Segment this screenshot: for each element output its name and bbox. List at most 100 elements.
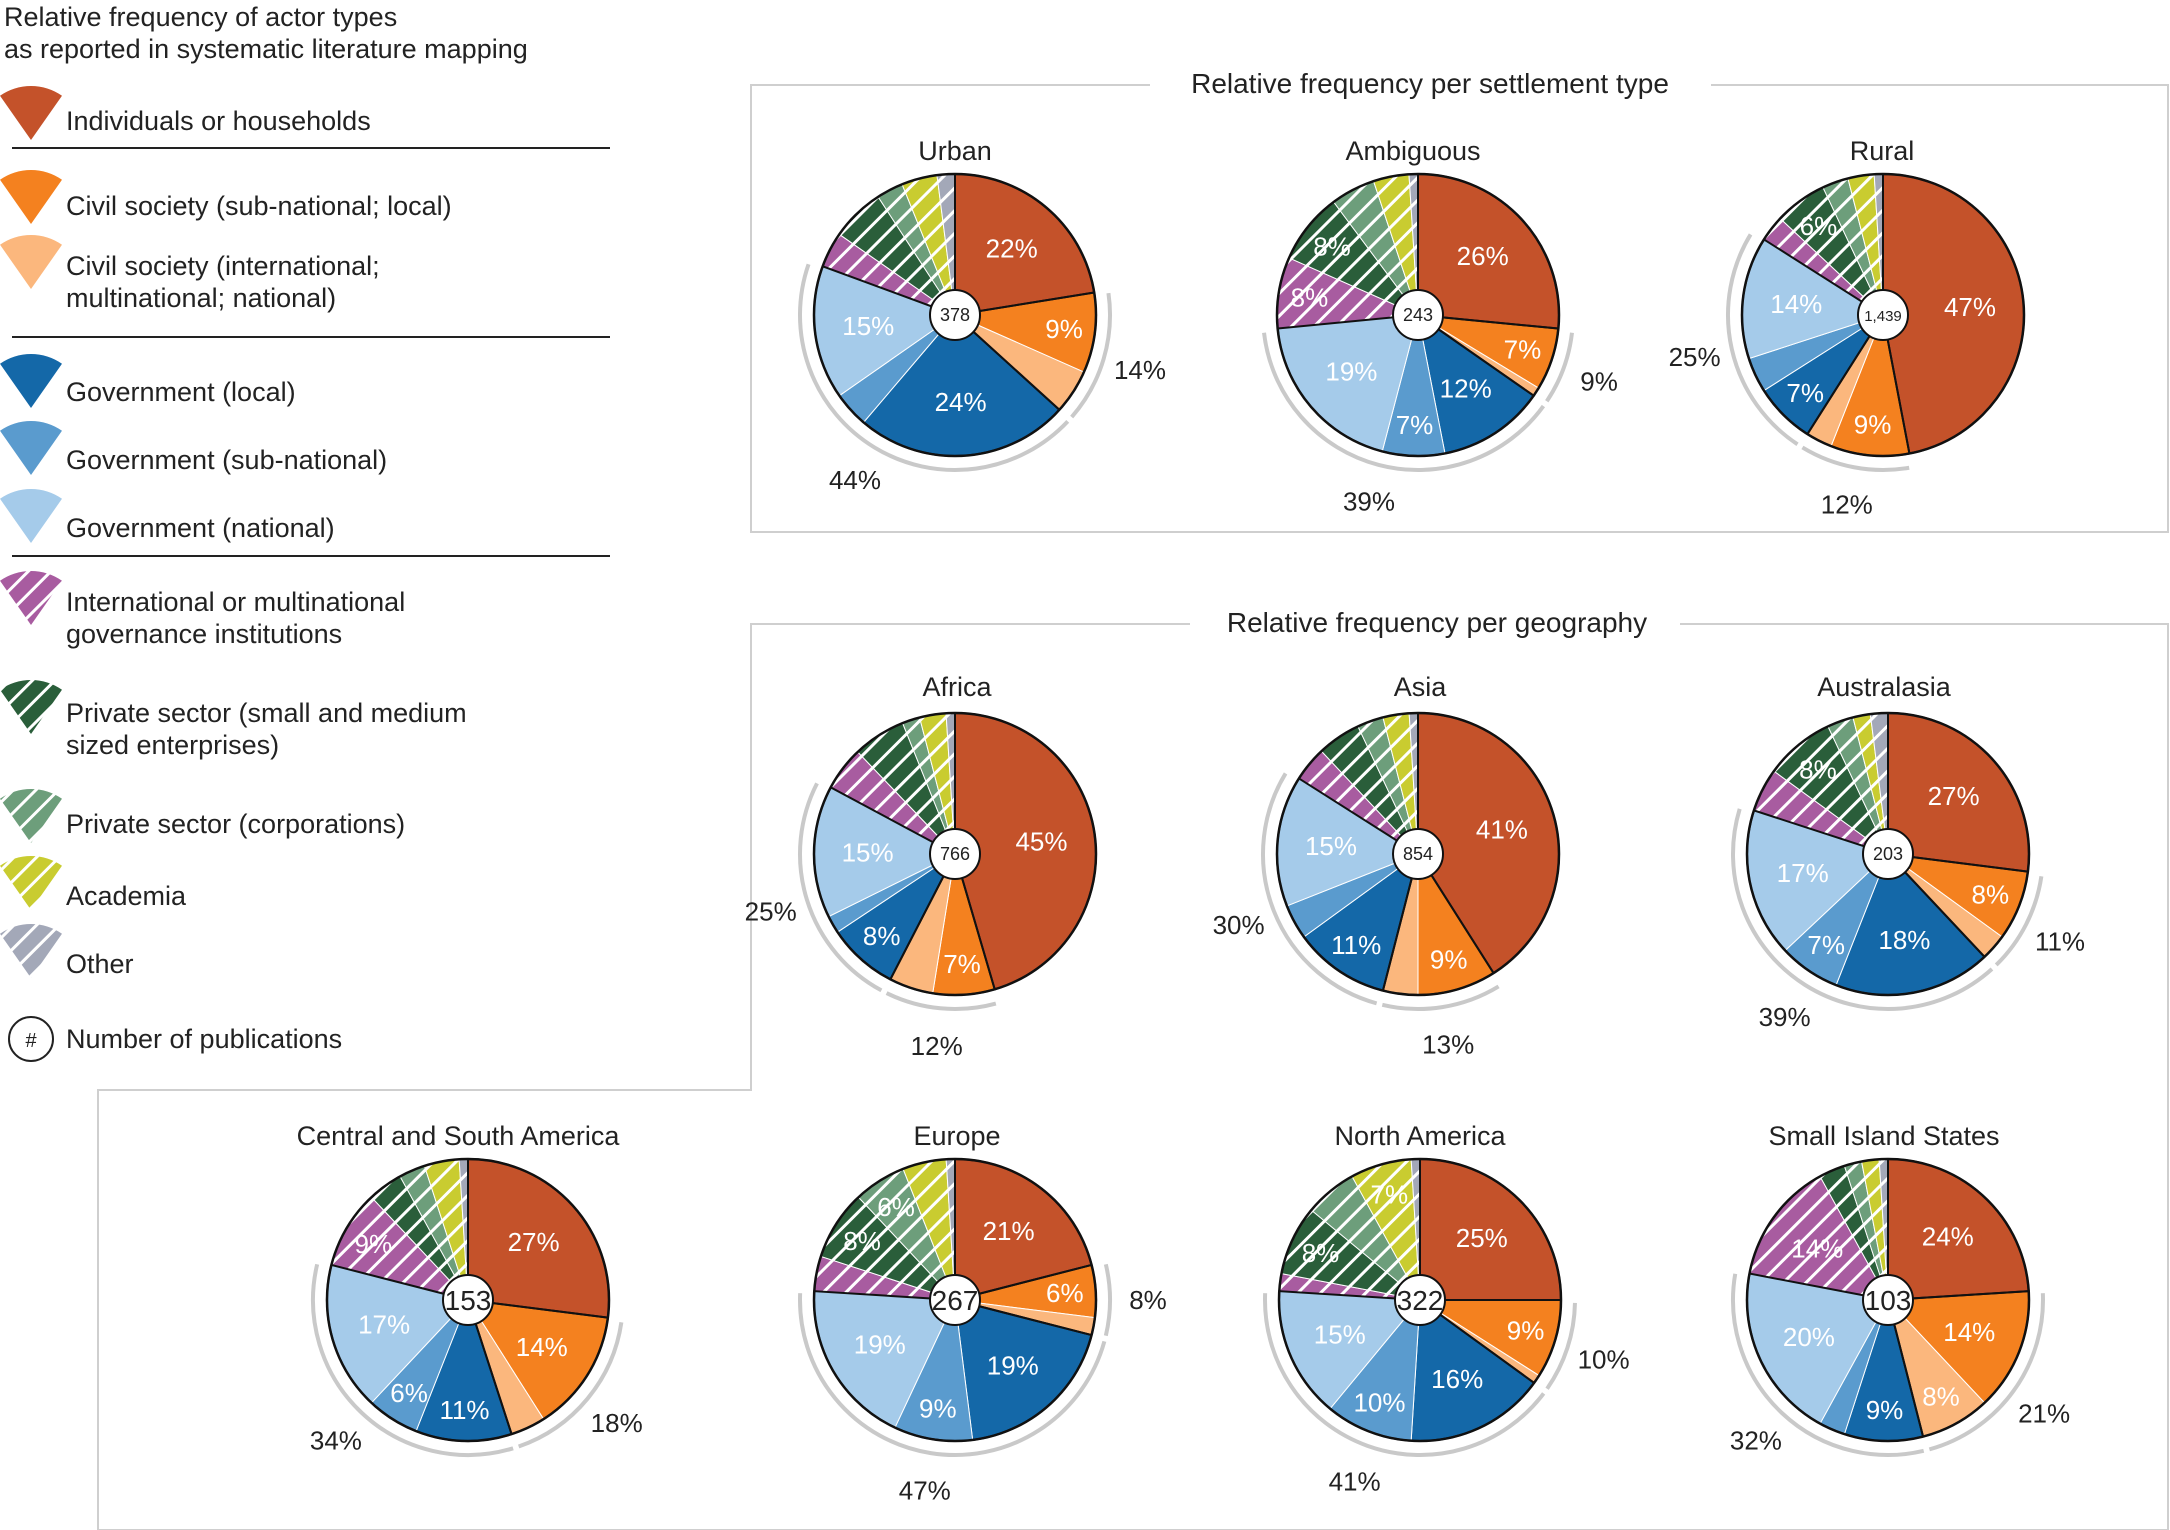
pie-title: Rural [1850,136,1915,166]
government-bracket-label: 32% [1730,1426,1782,1456]
legend-label-corp: Private sector (corporations) [66,809,405,839]
pie-slice-label-intl: 9% [355,1229,393,1259]
pie-group-outline [813,786,957,981]
civil-society-bracket-label: 9% [1580,367,1618,397]
pie-group-outline [1746,1272,1925,1442]
civil-society-bracket [1994,876,2044,967]
pie-title: Asia [1394,672,1448,702]
civil-society-bracket-label: 14% [1114,355,1166,385]
pie-group-outline [1882,172,2025,455]
government-bracket [798,1293,1107,1457]
government-bracket-label: 25% [1669,342,1721,372]
pie-group-outline [1887,711,2030,873]
pie-title: Ambiguous [1345,136,1480,166]
legend-label-acad: Academia [66,881,187,911]
pie-title: Europe [913,1121,1000,1151]
pie-slice-label-gl: 7% [1786,378,1824,408]
government-bracket [797,263,1070,472]
legend-label-csi: Civil society (international; [66,251,380,281]
pie-slice-label-ind: 25% [1456,1223,1508,1253]
government-bracket-label: 30% [1213,910,1265,940]
pie-group-outline [1746,809,1986,996]
government-bracket-label: 44% [829,465,881,495]
government-bracket [1726,233,1799,446]
legend-label-intl: governance institutions [66,619,342,649]
pie-north-america: North America 10% 41% 25% 9% 16% 10% 15% 8% 7% 322 [1263,1121,1630,1497]
pie-title: Small Island States [1768,1121,1999,1151]
publication-count-circle [1392,289,1444,341]
pie-slice-label-gs: 7% [1396,410,1434,440]
legend-label-other: Other [66,949,134,979]
pie-group-outline [1276,313,1536,457]
pie-slice-label-csi: 8% [1922,1381,1960,1411]
pie-slice-label-gn: 15% [1305,831,1357,861]
pie-africa: Africa 12% 25% 45% 7% 8% 15% 766 [745,672,1098,1061]
pie-slice-label-sme: 8% [1302,1238,1340,1268]
publication-count-circle [929,1274,981,1326]
legend-items: Individuals or households Civil society (… [0,86,467,979]
legend-swatch-gs [0,421,62,475]
pie-title: Urban [918,136,992,166]
pie-slice-label-csl: 9% [1854,410,1892,440]
legend-swatch-sme [0,680,62,734]
publication-count-circle [1862,828,1914,880]
civil-society-bracket [1070,292,1112,419]
pie-rural: Rural 12% 25% 47% 9% 7% 14% 6% 1,439 [1669,136,2026,520]
pie-europe: Europe 8% 47% 21% 6% 19% 9% 19% 8% 6% 267 [798,1121,1167,1506]
pie-group-outline [1417,711,1560,975]
pie-group-outline [1886,1290,2030,1438]
civil-society-bracket-label: 12% [1821,490,1873,520]
publication-count-circle [442,1274,494,1326]
pie-slice-label-csl: 6% [1046,1278,1084,1308]
publication-count-circle [1392,828,1444,880]
pie-slice-label-gs: 9% [919,1394,957,1424]
pie-group-outline [326,1263,513,1442]
pie-slice-label-ind: 26% [1457,241,1509,271]
pie-small-island-states: Small Island States 21% 32% 24% 14% 8% 9% 20% 14… [1730,1121,2070,1457]
pie-group-outline [1885,852,2030,959]
publication-count: 766 [940,844,970,864]
government-bracket-label: 39% [1343,487,1395,517]
pie-slice-label-gs: 6% [390,1378,428,1408]
publication-count: 203 [1873,844,1903,864]
legend-swatch-csi [0,235,62,289]
pie-slice-label-gs: 10% [1353,1387,1405,1417]
legend: Relative frequency of actor types as rep… [0,2,610,1062]
settlement-panel-title: Relative frequency per settlement type [1191,68,1669,99]
pie-group-outline [1381,851,1495,996]
pie-slice-label-csl: 14% [1943,1317,1995,1347]
government-bracket-label: 25% [745,896,797,926]
publication-count: 243 [1403,305,1433,325]
pie-group-outline [1741,238,1885,436]
legend-swatch-gl [0,354,62,408]
pie-urban: Urban 14% 44% 22% 9% 24% 15% 378 [797,136,1166,495]
pie-asia: Asia 13% 30% 41% 9% 11% 15% 854 [1213,672,1561,1060]
government-bracket-label: 47% [899,1476,951,1506]
publication-count-circle [929,289,981,341]
legend-swatch-gn [0,489,62,543]
pie-central-and-south-america: Central and South America 18% 34% 27% 14% 11%… [297,1121,643,1457]
legend-label-gl: Government (local) [66,377,296,407]
civil-society-bracket-label: 18% [591,1408,643,1438]
pie-slice-label-gl: 24% [935,387,987,417]
civil-society-bracket-label: 21% [2018,1398,2070,1428]
pie-slice-label-csl: 9% [1507,1316,1545,1346]
publication-count: 103 [1865,1285,1912,1316]
pie-slice-label-ind: 47% [1944,292,1996,322]
publication-count: 1,439 [1864,308,1902,325]
government-bracket-label: 41% [1329,1467,1381,1497]
pie-slice-label-corp: 6% [877,1192,915,1222]
publications-label: Number of publications [66,1024,342,1054]
legend-swatch-csl [0,170,62,224]
pie-group-outline [889,851,996,996]
pie-slice-label-csl: 7% [1504,335,1542,365]
legend-swatch-intl [0,571,62,625]
pie-group-outline [1887,1157,2030,1302]
civil-society-bracket [1381,984,1500,1011]
government-bracket [1262,332,1546,472]
civil-society-bracket [1801,445,1910,472]
pie-slice-label-gn: 15% [842,838,894,868]
publication-count: 322 [1397,1285,1444,1316]
pie-slice-label-sme: 8% [1799,754,1837,784]
